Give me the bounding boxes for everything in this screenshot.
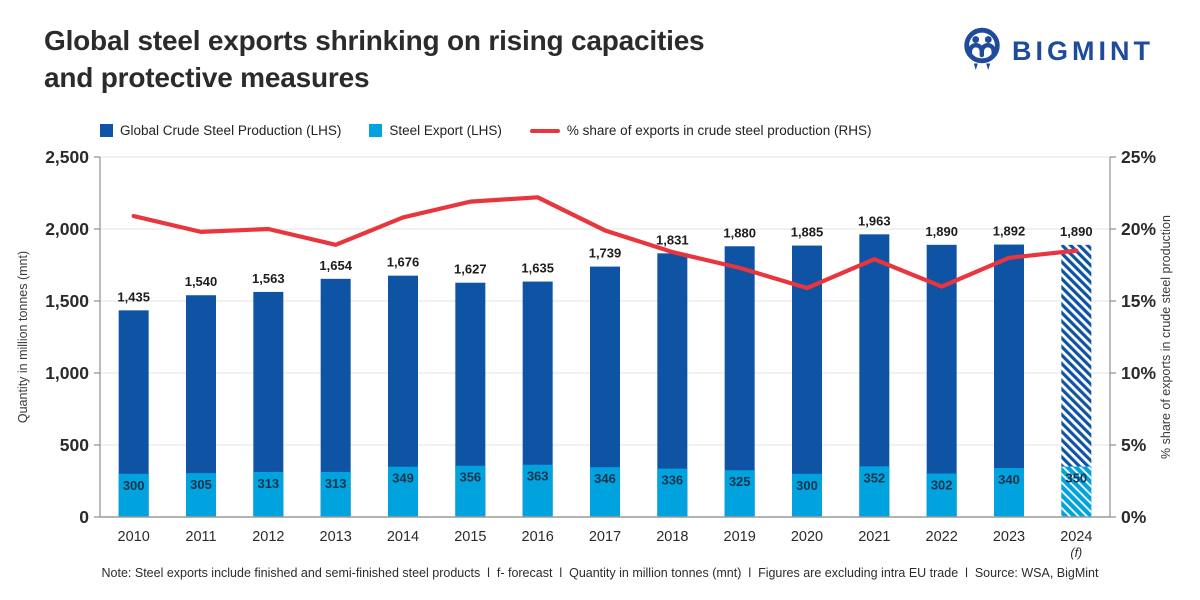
export-value-label: 350 <box>1065 471 1087 486</box>
bigmint-logo-icon <box>961 26 1003 77</box>
production-value-label: 1,635 <box>521 261 554 276</box>
bar-export-2014 <box>388 466 418 517</box>
x-axis-label-2017: 2017 <box>589 529 621 545</box>
x-axis-label-2018: 2018 <box>656 529 688 545</box>
left-axis-tick-label: 1,000 <box>45 363 89 383</box>
bigmint-logo-text: BIGMINT <box>1012 36 1154 66</box>
production-value-label: 1,563 <box>252 271 285 286</box>
x-axis-label-2024: 2024 <box>1060 529 1092 545</box>
page-title-line1: Global steel exports shrinking on rising… <box>44 25 705 56</box>
x-axis-label-2021: 2021 <box>858 529 890 545</box>
production-value-label: 1,890 <box>1060 224 1093 239</box>
x-axis-label-2016: 2016 <box>522 529 554 545</box>
right-axis-tick-label: 15% <box>1121 291 1156 311</box>
bar-export-2011 <box>186 473 216 517</box>
x-axis-label-2015: 2015 <box>454 529 486 545</box>
x-axis-label-2011: 2011 <box>185 529 216 545</box>
x-axis-label-2014: 2014 <box>387 529 419 545</box>
page-title-line2: and protective measures <box>44 62 370 93</box>
bar-export-2013 <box>320 471 351 517</box>
export-value-label: 300 <box>796 478 818 493</box>
legend-item-export: Steel Export (LHS) <box>369 123 502 138</box>
left-axis-tick-label: 2,000 <box>45 219 89 239</box>
right-axis-title: % share of exports in crude steel produc… <box>1159 215 1173 459</box>
production-value-label: 1,627 <box>454 262 487 277</box>
bar-export-2021 <box>859 466 890 517</box>
right-axis-tick-label: 10% <box>1121 363 1156 383</box>
legend-item-share-line: % share of exports in crude steel produc… <box>529 123 872 138</box>
export-value-label: 356 <box>459 470 481 485</box>
share-line-swatch-icon <box>529 128 560 133</box>
left-axis-tick-label: 2,500 <box>45 147 89 167</box>
export-value-label: 313 <box>257 476 279 491</box>
export-value-label: 302 <box>931 478 953 493</box>
bar-export-2015 <box>455 465 486 517</box>
bar-export-2010 <box>118 473 149 517</box>
production-value-label: 1,890 <box>925 224 958 239</box>
bar-export-2020 <box>792 473 822 517</box>
bar-export-2022 <box>926 473 957 517</box>
x-axis-label-2023: 2023 <box>993 529 1025 545</box>
export-value-label: 352 <box>863 470 885 485</box>
production-value-label: 1,739 <box>589 246 622 261</box>
bar-production-2020 <box>792 245 822 517</box>
right-axis-tick-label: 0% <box>1121 507 1147 527</box>
export-value-label: 349 <box>392 471 414 486</box>
x-axis-label-2013: 2013 <box>320 529 352 545</box>
production-value-label: 1,880 <box>723 225 756 240</box>
production-value-label: 1,676 <box>387 255 420 270</box>
bar-export-2016 <box>522 464 553 517</box>
legend-item-production: Global Crude Steel Production (LHS) <box>100 123 341 138</box>
x-axis-label-2012: 2012 <box>252 529 284 545</box>
page-title: Global steel exports shrinking on rising… <box>44 22 705 96</box>
production-value-label: 1,831 <box>656 232 689 247</box>
right-axis-tick-label: 25% <box>1121 147 1156 167</box>
x-axis-label-2010: 2010 <box>118 529 150 545</box>
legend-label: Steel Export (LHS) <box>389 123 502 138</box>
production-value-label: 1,540 <box>185 274 218 289</box>
right-axis-tick-label: 5% <box>1121 435 1147 455</box>
production-swatch-icon <box>100 124 113 137</box>
left-axis-tick-label: 1,500 <box>45 291 89 311</box>
bar-export-2024 <box>1061 466 1092 517</box>
production-value-label: 1,435 <box>117 289 150 304</box>
export-value-label: 300 <box>123 478 145 493</box>
left-axis-title: Quantity in million tonnes (mnt) <box>16 251 30 423</box>
left-axis-tick-label: 500 <box>60 435 89 455</box>
legend-label: Global Crude Steel Production (LHS) <box>120 123 342 138</box>
x-axis-label-2022: 2022 <box>926 529 958 545</box>
bar-export-2019 <box>724 470 755 517</box>
production-value-label: 1,654 <box>319 258 352 273</box>
footer-note: Note: Steel exports include finished and… <box>101 566 1099 580</box>
bar-export-2017 <box>590 467 620 517</box>
bar-export-2023 <box>994 468 1024 517</box>
left-axis-tick-label: 0 <box>79 507 89 527</box>
bigmint-logo: BIGMINT <box>961 26 1154 77</box>
legend-label: % share of exports in crude steel produc… <box>566 123 872 138</box>
share-line <box>131 195 1079 291</box>
x-axis-label-2019: 2019 <box>724 529 756 545</box>
export-value-label: 346 <box>594 471 616 486</box>
export-value-label: 325 <box>729 474 751 489</box>
production-value-label: 1,885 <box>791 225 824 240</box>
export-swatch-icon <box>369 124 383 137</box>
production-value-label: 1,963 <box>858 213 891 228</box>
production-value-label: 1,892 <box>993 224 1026 239</box>
export-value-label: 305 <box>190 477 212 492</box>
bar-production-2022 <box>926 244 957 517</box>
x-axis-label-2020: 2020 <box>791 529 823 545</box>
right-axis-tick-label: 20% <box>1121 219 1156 239</box>
export-value-label: 336 <box>661 473 683 488</box>
bar-export-2012 <box>253 471 284 517</box>
forecast-suffix-label: (f) <box>1070 546 1082 560</box>
bar-export-2018 <box>657 468 688 517</box>
export-value-label: 313 <box>325 476 347 491</box>
chart-legend: Global Crude Steel Production (LHS) Stee… <box>100 123 872 138</box>
export-value-label: 340 <box>998 472 1020 487</box>
export-value-label: 363 <box>527 469 549 484</box>
